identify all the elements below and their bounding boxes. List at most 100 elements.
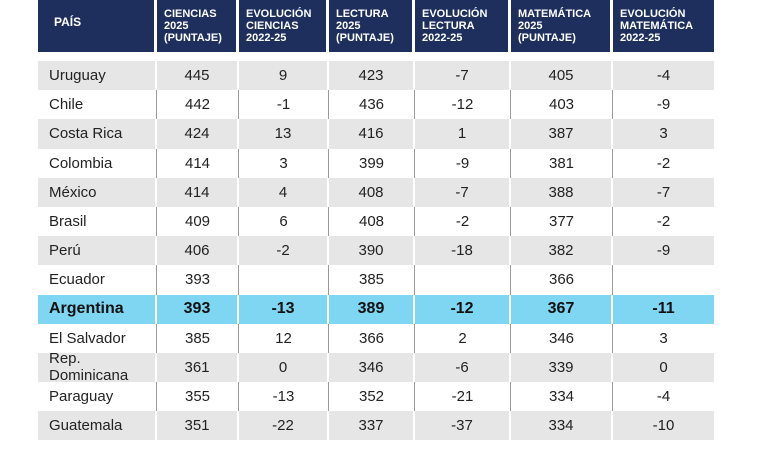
evolucion-matematica-cell: -10 — [652, 417, 675, 435]
matematica-cell: 334 — [511, 411, 613, 441]
country-cell: Ecuador — [38, 265, 157, 295]
table-row: Guatemala 351 -22 337 -37 334 -10 — [38, 411, 714, 441]
lectura-cell: 416 — [329, 119, 415, 149]
evolucion-matematica-cell: -7 — [656, 183, 671, 201]
lectura-cell: 385 — [329, 265, 415, 295]
ciencias-cell: 445 — [157, 61, 239, 91]
table-row: México 414 4 408 -7 388 -7 — [38, 177, 714, 207]
country-cell: Colombia — [38, 148, 157, 178]
evolucion-matematica-cell: -4 — [656, 67, 671, 85]
table-row: Brasil 409 6 408 -2 377 -2 — [38, 206, 714, 237]
country-cell: El Salvador — [38, 323, 157, 353]
lectura-cell: 408 — [329, 177, 415, 207]
ciencias-cell: 393 — [157, 294, 239, 324]
table-row: Uruguay 445 9 423 -7 405 -4 — [38, 61, 714, 91]
evolucion-matematica-cell: -9 — [656, 96, 671, 114]
header-evolucion-lectura: EVOLUCIÓN LECTURA 2022-25 — [415, 0, 511, 52]
country-cell: Rep. Dominicana — [38, 350, 157, 384]
ciencias-cell: 442 — [157, 90, 239, 120]
ciencias-cell: 385 — [157, 323, 239, 353]
table-row: Perú 406 -2 390 -18 382 -9 — [38, 236, 714, 266]
evolucion-ciencias-cell: 9 — [239, 61, 329, 91]
ciencias-cell: 409 — [157, 206, 239, 237]
table-row: El Salvador 385 12 366 2 346 3 — [38, 323, 714, 353]
country-cell: México — [38, 177, 157, 207]
country-cell: Chile — [38, 90, 157, 120]
evolucion-lectura-cell: -37 — [415, 411, 511, 441]
table-body: Uruguay 445 9 423 -7 405 -4 Chile 442 -1 436 -12 403… — [38, 61, 714, 441]
evolucion-lectura-cell — [415, 265, 511, 295]
evolucion-ciencias-cell: 13 — [239, 119, 329, 149]
evolucion-matematica-cell: 3 — [659, 329, 668, 347]
lectura-cell: 337 — [329, 411, 415, 441]
evolucion-ciencias-cell: 6 — [239, 206, 329, 237]
country-cell: Paraguay — [38, 382, 157, 412]
evolucion-lectura-cell: 2 — [415, 323, 511, 353]
table-row: Colombia 414 3 399 -9 381 -2 — [38, 148, 714, 178]
evolucion-lectura-cell: -18 — [415, 236, 511, 266]
lectura-cell: 423 — [329, 61, 415, 91]
matematica-cell: 367 — [511, 294, 613, 324]
evolucion-ciencias-cell — [239, 265, 329, 295]
country-cell: Costa Rica — [38, 119, 157, 149]
evolucion-ciencias-cell: -2 — [239, 236, 329, 266]
header-pais: PAÍS — [38, 0, 157, 52]
lectura-cell: 436 — [329, 90, 415, 120]
country-cell: Guatemala — [38, 411, 157, 441]
evolucion-ciencias-cell: -1 — [239, 90, 329, 120]
table-row: Rep. Dominicana 361 0 346 -6 339 0 — [38, 350, 714, 384]
evolucion-ciencias-cell: 0 — [239, 352, 329, 383]
ciencias-cell: 355 — [157, 382, 239, 412]
table-row: Costa Rica 424 13 416 1 387 3 — [38, 119, 714, 149]
header-evolucion-ciencias: EVOLUCIÓN CIENCIAS 2022-25 — [239, 0, 329, 52]
ciencias-cell: 414 — [157, 177, 239, 207]
evolucion-ciencias-cell: -22 — [239, 411, 329, 441]
scores-table: PAÍS CIENCIAS 2025 (PUNTAJE) EVOLUCIÓN C… — [38, 0, 714, 441]
evolucion-ciencias-cell: -13 — [239, 382, 329, 412]
table-row: Ecuador 393 385 366 — [38, 265, 714, 295]
header-spacer — [38, 52, 714, 61]
country-cell: Brasil — [38, 206, 157, 237]
lectura-cell: 346 — [329, 352, 415, 383]
evolucion-matematica-cell: -4 — [656, 388, 671, 406]
evolucion-ciencias-cell: -13 — [239, 294, 329, 324]
evolucion-matematica-cell: -11 — [652, 300, 675, 318]
table-row: Paraguay 355 -13 352 -21 334 -4 — [38, 382, 714, 412]
matematica-cell: 382 — [511, 236, 613, 266]
lectura-cell: 366 — [329, 323, 415, 353]
header-ciencias: CIENCIAS 2025 (PUNTAJE) — [157, 0, 239, 52]
evolucion-matematica-cell: -9 — [656, 242, 671, 260]
table-row-highlighted: Argentina 393 -13 389 -12 367 -11 — [38, 294, 714, 324]
country-cell: Argentina — [38, 294, 157, 324]
table-row: Chile 442 -1 436 -12 403 -9 — [38, 90, 714, 120]
header-evolucion-matematica: EVOLUCIÓN MATEMÁTICA 2022-25 — [613, 0, 714, 52]
evolucion-ciencias-cell: 3 — [239, 148, 329, 178]
matematica-cell: 377 — [511, 206, 613, 237]
lectura-cell: 352 — [329, 382, 415, 412]
matematica-cell: 346 — [511, 323, 613, 353]
country-cell: Perú — [38, 236, 157, 266]
matematica-cell: 403 — [511, 90, 613, 120]
matematica-cell: 334 — [511, 382, 613, 412]
ciencias-cell: 361 — [157, 352, 239, 383]
ciencias-cell: 414 — [157, 148, 239, 178]
matematica-cell: 366 — [511, 265, 613, 295]
evolucion-ciencias-cell: 12 — [239, 323, 329, 353]
country-cell: Uruguay — [38, 61, 157, 91]
evolucion-lectura-cell: -2 — [415, 206, 511, 237]
matematica-cell: 387 — [511, 119, 613, 149]
evolucion-lectura-cell: -7 — [415, 177, 511, 207]
lectura-cell: 389 — [329, 294, 415, 324]
evolucion-lectura-cell: -12 — [415, 90, 511, 120]
lectura-cell: 390 — [329, 236, 415, 266]
matematica-cell: 381 — [511, 148, 613, 178]
evolucion-lectura-cell: -9 — [415, 148, 511, 178]
ciencias-cell: 424 — [157, 119, 239, 149]
evolucion-lectura-cell: -6 — [415, 352, 511, 383]
lectura-cell: 399 — [329, 148, 415, 178]
ciencias-cell: 406 — [157, 236, 239, 266]
table-header: PAÍS CIENCIAS 2025 (PUNTAJE) EVOLUCIÓN C… — [38, 0, 714, 52]
ciencias-cell: 351 — [157, 411, 239, 441]
evolucion-lectura-cell: -12 — [415, 294, 511, 324]
ciencias-cell: 393 — [157, 265, 239, 295]
